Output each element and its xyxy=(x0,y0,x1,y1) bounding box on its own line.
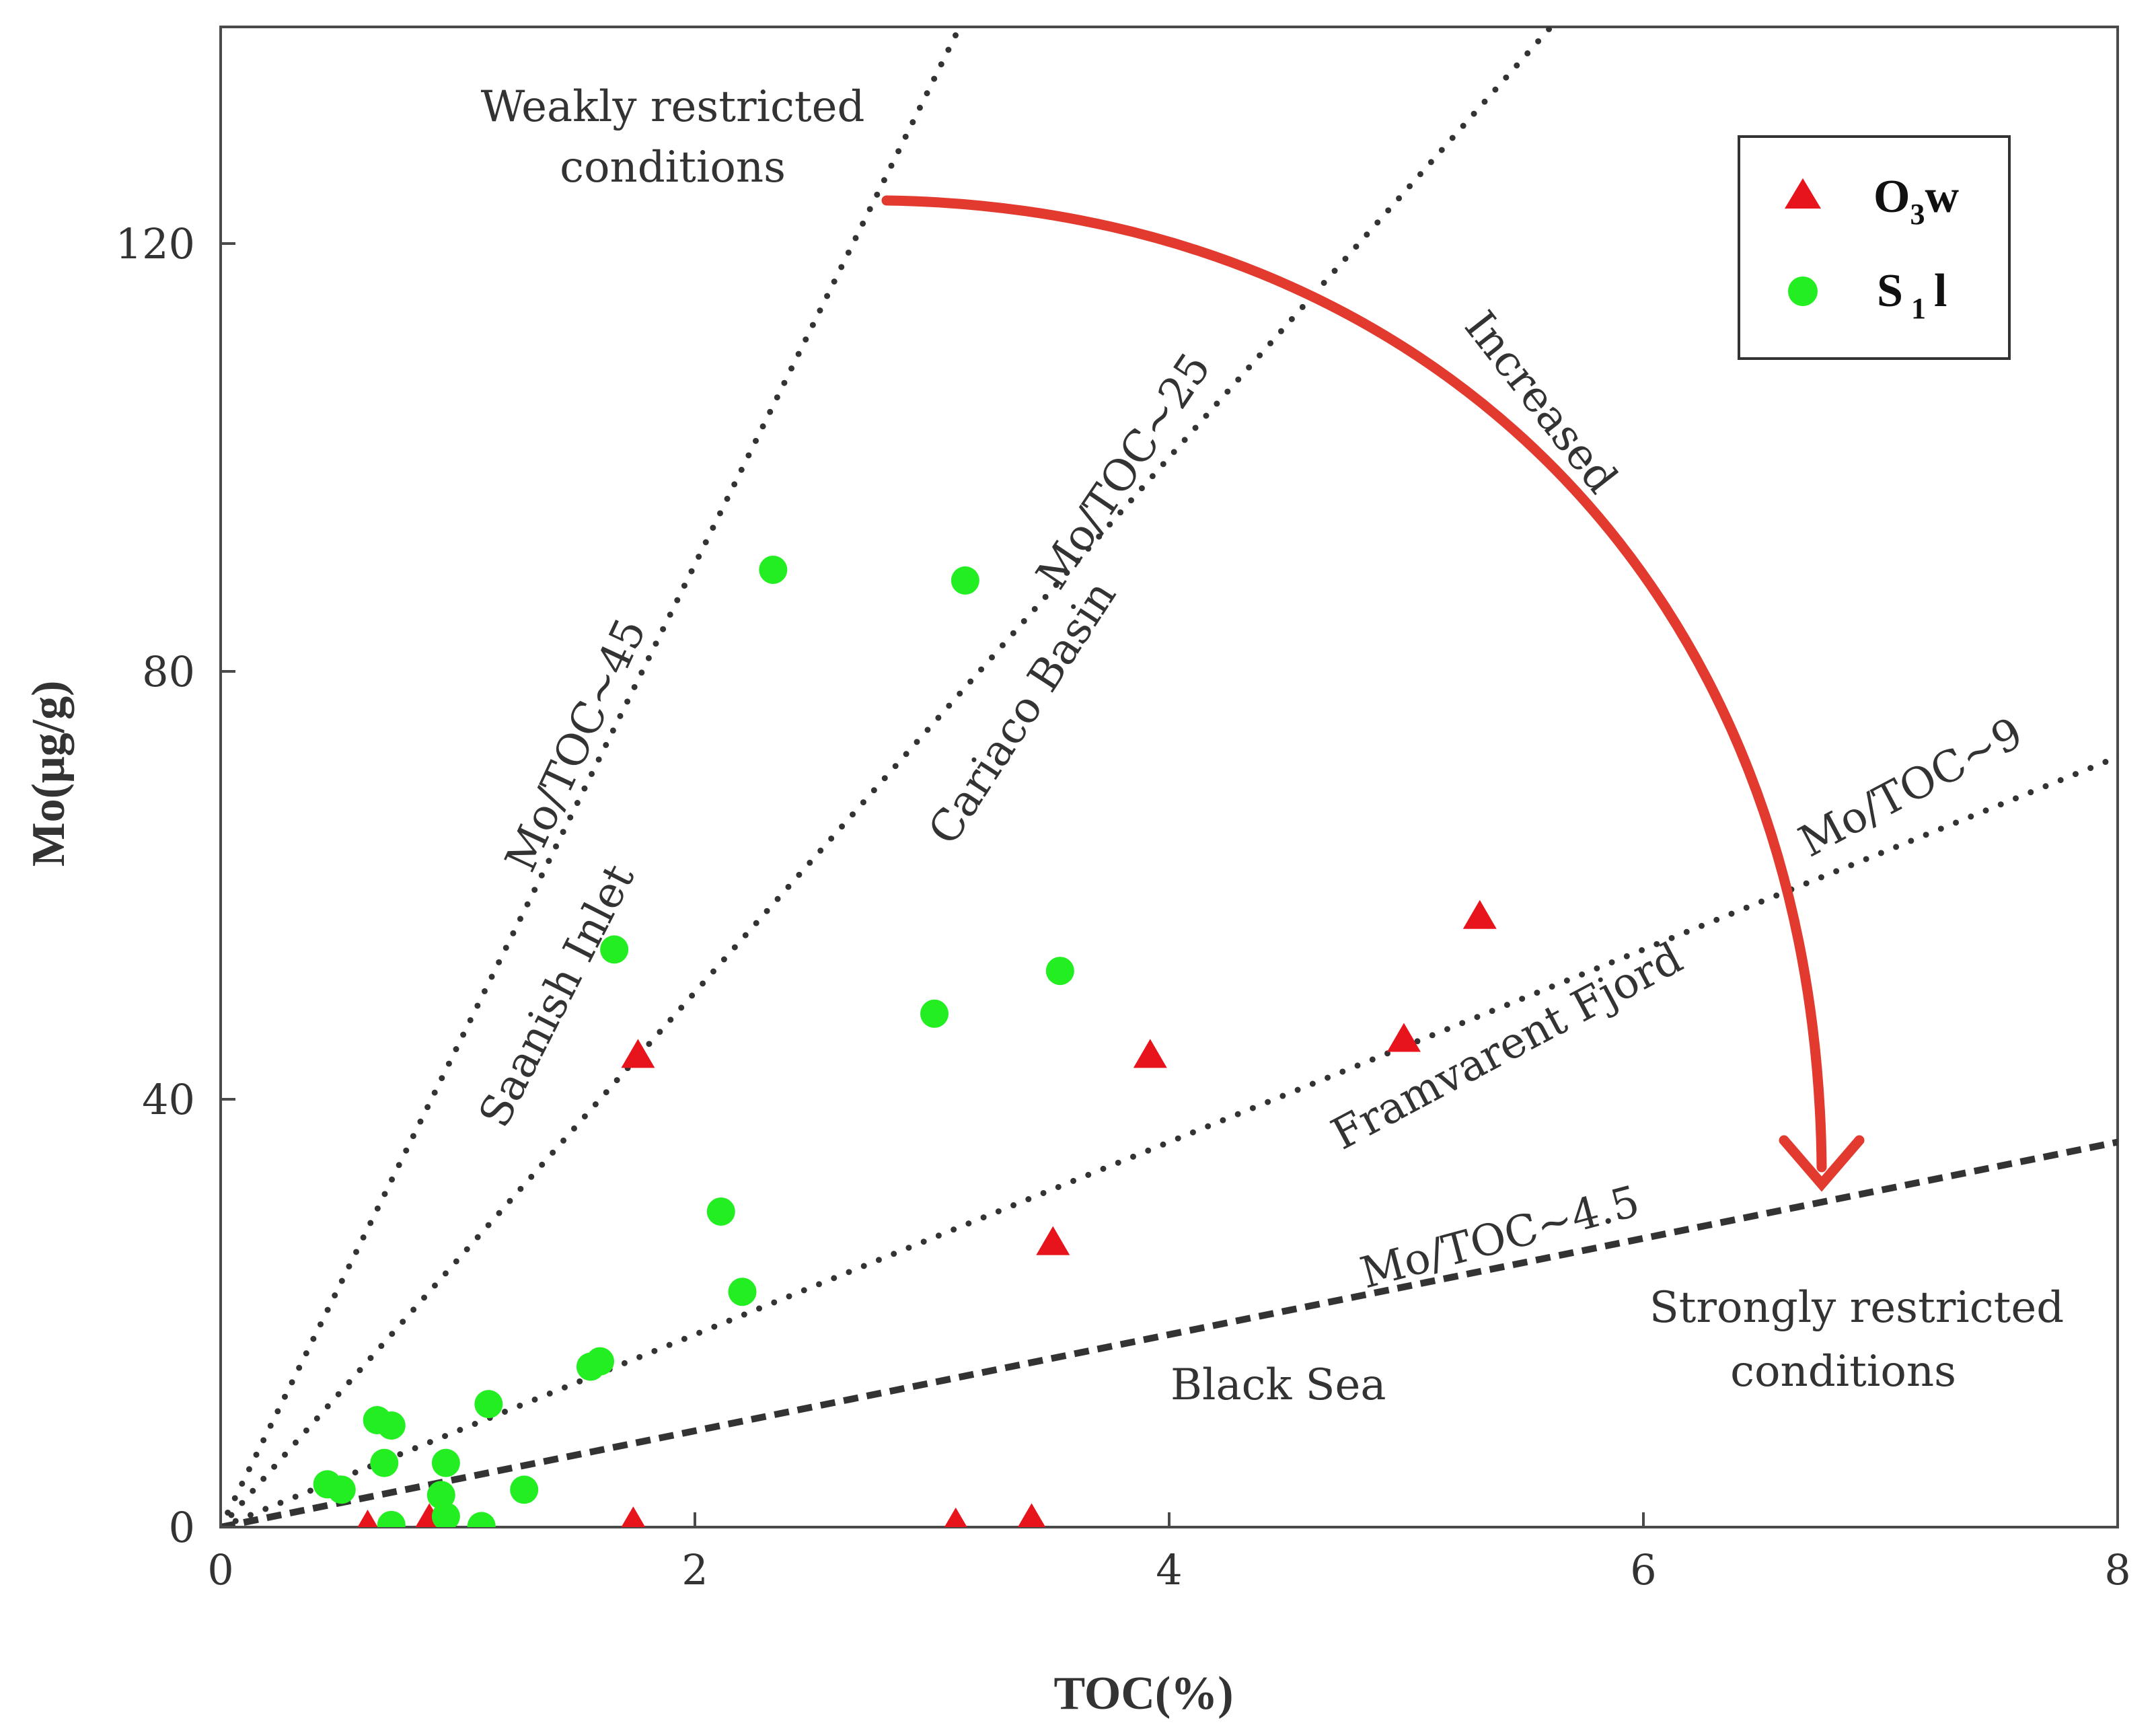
x-axis-title: TOC(%) xyxy=(1053,1668,1233,1720)
legend-s1l-tail: l xyxy=(1934,265,1947,317)
o3w-point xyxy=(944,1507,967,1527)
s1l-point xyxy=(920,999,949,1028)
legend-o3w-sub: 3 xyxy=(1910,198,1925,231)
increase-arrow xyxy=(881,195,1865,1192)
reference-line-3 xyxy=(221,753,2118,1527)
y-axis-title: Mo(μg/g) xyxy=(23,681,75,867)
data-points xyxy=(313,555,1497,1527)
o3w-point xyxy=(621,1039,655,1068)
y-tick-label: 80 xyxy=(142,647,195,696)
reference-line-2 xyxy=(221,27,1555,1527)
legend-s1l-main: S xyxy=(1877,265,1903,317)
legend-s1l-sub: 1 xyxy=(1911,292,1926,325)
region-cariaco-basin: Cariaco Basin xyxy=(919,572,1126,853)
s1l-point xyxy=(586,1347,614,1376)
strongly-restricted-line1: Strongly restricted xyxy=(1649,1283,2064,1333)
s1l-point xyxy=(431,1448,460,1477)
weakly-restricted-line2: conditions xyxy=(560,143,786,192)
y-tick-label: 40 xyxy=(142,1075,195,1124)
s1l-point xyxy=(1045,957,1074,986)
legend-box xyxy=(1738,135,2011,360)
o3w-point xyxy=(1386,1023,1421,1052)
weakly-restricted-line1: Weakly restricted xyxy=(481,82,865,132)
y-tick-label: 0 xyxy=(169,1503,195,1552)
legend-circle-marker xyxy=(1788,276,1818,306)
s1l-point xyxy=(706,1197,735,1226)
s1l-point xyxy=(728,1278,757,1306)
x-tick-label: 2 xyxy=(681,1545,708,1594)
s1l-point xyxy=(370,1448,399,1477)
s1l-point xyxy=(377,1411,406,1440)
region-saanish-inlet: Saanish Inlet xyxy=(470,856,644,1135)
o3w-point xyxy=(1462,899,1497,929)
s1l-point xyxy=(431,1502,460,1527)
legend-triangle-marker xyxy=(1785,178,1821,209)
increase-arrow-head xyxy=(1779,1135,1865,1192)
label-mo-toc-4-5: Mo/TOC~4.5 xyxy=(1355,1177,1645,1299)
x-tick-label: 6 xyxy=(1630,1545,1656,1594)
y-tick-label: 120 xyxy=(116,219,195,268)
s1l-point xyxy=(951,566,979,595)
legend-o3w-tail: w xyxy=(1925,171,1959,223)
s1l-point xyxy=(426,1481,455,1510)
s1l-point xyxy=(600,935,629,964)
label-mo-toc-25: Mo/TOC~25 xyxy=(1027,344,1221,598)
s1l-point xyxy=(327,1475,356,1504)
s1l-point xyxy=(474,1390,503,1419)
o3w-point xyxy=(1036,1226,1070,1255)
o3w-point xyxy=(1133,1039,1167,1068)
o3w-point xyxy=(1017,1503,1046,1527)
o3w-point xyxy=(357,1510,378,1527)
legend-o3w-main: O xyxy=(1873,171,1910,223)
s1l-point xyxy=(510,1475,539,1504)
x-tick-label: 8 xyxy=(2104,1545,2130,1594)
strongly-restricted-line2: conditions xyxy=(1730,1347,1956,1397)
x-tick-label: 0 xyxy=(207,1545,233,1594)
s1l-point xyxy=(467,1512,496,1527)
legend-label-o3w: O3w xyxy=(1873,171,1959,231)
reference-line-4 xyxy=(221,1138,2118,1527)
label-mo-toc-45: Mo/TOC~45 xyxy=(496,612,656,879)
region-black-sea: Black Sea xyxy=(1170,1360,1386,1410)
o3w-point xyxy=(621,1506,646,1527)
x-tick-label: 4 xyxy=(1156,1545,1182,1594)
reference-lines xyxy=(221,27,2118,1527)
increase-arrow-curve xyxy=(881,195,1827,1173)
s1l-point xyxy=(759,555,788,584)
region-framvarent-fjord: Framvarent Fjord xyxy=(1324,933,1690,1160)
s1l-point xyxy=(377,1510,406,1527)
